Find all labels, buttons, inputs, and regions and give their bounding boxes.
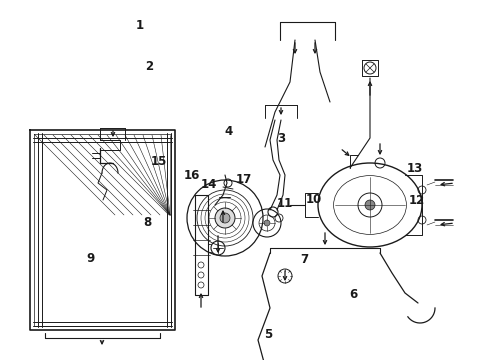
Text: 4: 4 xyxy=(224,125,232,138)
Text: 1: 1 xyxy=(135,19,143,32)
Text: 14: 14 xyxy=(201,178,217,191)
Circle shape xyxy=(364,200,374,210)
Text: 2: 2 xyxy=(145,60,153,73)
Text: 8: 8 xyxy=(143,216,151,229)
Text: 16: 16 xyxy=(183,169,200,182)
Circle shape xyxy=(220,213,229,223)
Text: 15: 15 xyxy=(150,155,167,168)
Text: 7: 7 xyxy=(300,253,307,266)
Text: 11: 11 xyxy=(276,197,292,210)
Text: 6: 6 xyxy=(348,288,356,301)
Text: 10: 10 xyxy=(305,193,322,206)
Circle shape xyxy=(264,220,269,226)
Text: 17: 17 xyxy=(235,173,251,186)
Text: 5: 5 xyxy=(264,328,271,341)
Text: 12: 12 xyxy=(407,194,424,207)
Text: 9: 9 xyxy=(86,252,94,265)
Circle shape xyxy=(215,208,235,228)
Text: 3: 3 xyxy=(277,132,285,145)
Text: 13: 13 xyxy=(406,162,422,175)
